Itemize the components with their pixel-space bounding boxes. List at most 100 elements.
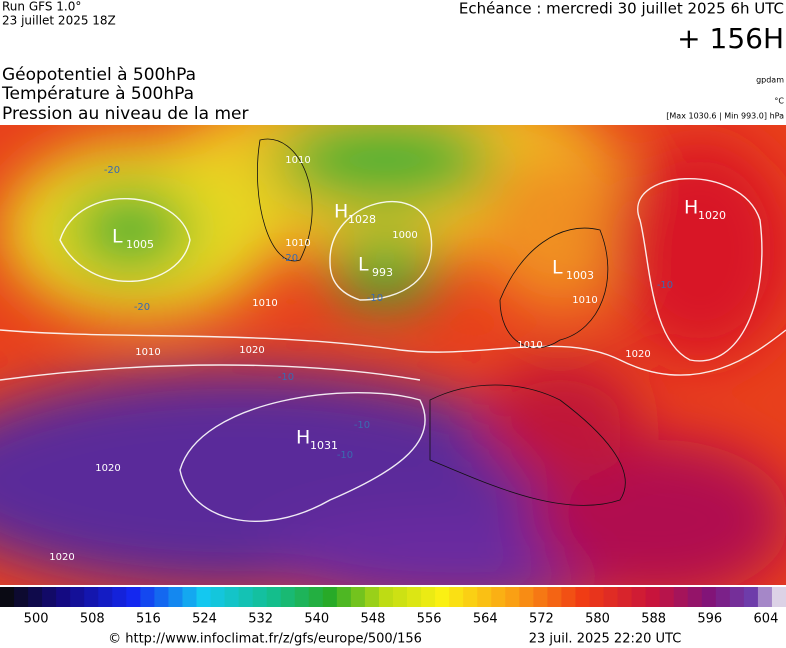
scale-swatch bbox=[350, 587, 366, 607]
scale-swatch bbox=[112, 587, 127, 607]
scale-swatch bbox=[308, 587, 324, 607]
scale-swatch bbox=[56, 587, 71, 607]
scale-swatch bbox=[701, 587, 717, 607]
isobar-label: 1010 bbox=[252, 298, 277, 309]
scale-swatch bbox=[673, 587, 689, 607]
scale-swatch bbox=[322, 587, 338, 607]
footer-source: © http://www.infoclimat.fr/z/gfs/europe/… bbox=[108, 632, 422, 647]
temperature-label: -20 bbox=[134, 302, 150, 313]
scale-swatch bbox=[547, 587, 562, 607]
scale-swatch bbox=[224, 587, 240, 607]
isobar-label: 1020 bbox=[49, 552, 74, 563]
scale-swatch bbox=[519, 587, 534, 607]
isobar-label: 1010 bbox=[572, 295, 597, 306]
scale-swatch bbox=[126, 587, 141, 607]
temperature-label: -10 bbox=[354, 420, 370, 431]
temperature-label: -10 bbox=[278, 372, 294, 383]
pressure-center: H bbox=[684, 197, 698, 219]
pressure-value: 993 bbox=[372, 266, 393, 279]
scale-swatch bbox=[743, 587, 759, 607]
scale-swatch bbox=[238, 587, 254, 607]
pressure-center: L bbox=[112, 226, 123, 248]
scale-label: 548 bbox=[361, 612, 386, 627]
isobar-label: 1010 bbox=[285, 238, 310, 249]
scale-swatch bbox=[435, 587, 450, 607]
scale-label: 532 bbox=[248, 612, 273, 627]
temperature-label: -10 bbox=[367, 293, 383, 304]
pressure-center: L bbox=[552, 257, 563, 279]
layer-label: Température à 500hPa bbox=[1, 84, 194, 104]
scale-label: 508 bbox=[80, 612, 105, 627]
scale-swatch bbox=[491, 587, 506, 607]
isobar-label: 1020 bbox=[95, 463, 120, 474]
scale-swatch bbox=[715, 587, 731, 607]
run-date: 23 juillet 2025 18Z bbox=[2, 14, 116, 28]
temperature-label: -20 bbox=[104, 165, 120, 176]
scale-swatch bbox=[421, 587, 436, 607]
scale-label: 588 bbox=[641, 612, 666, 627]
scale-label: 596 bbox=[697, 612, 722, 627]
scale-swatch bbox=[631, 587, 647, 607]
scale-label: 524 bbox=[192, 612, 217, 627]
scale-swatch bbox=[266, 587, 282, 607]
scale-swatch bbox=[168, 587, 183, 607]
scale-swatch bbox=[42, 587, 57, 607]
pressure-value: 1028 bbox=[348, 213, 376, 226]
scale-swatch bbox=[659, 587, 675, 607]
scale-swatch bbox=[771, 587, 786, 607]
isobar-label: 1010 bbox=[285, 155, 310, 166]
scale-swatch bbox=[757, 587, 773, 607]
scale-swatch bbox=[378, 587, 394, 607]
scale-swatch bbox=[70, 587, 85, 607]
scale-label: 500 bbox=[24, 612, 49, 627]
pressure-center: H bbox=[334, 201, 348, 223]
scale-swatch bbox=[182, 587, 197, 607]
scale-swatch bbox=[407, 587, 422, 607]
scale-swatch bbox=[729, 587, 745, 607]
pressure-center: L bbox=[358, 254, 369, 276]
scale-swatch bbox=[294, 587, 310, 607]
scale-swatch bbox=[575, 587, 590, 607]
scale-swatch bbox=[449, 587, 464, 607]
scale-swatch bbox=[14, 587, 29, 607]
scale-label: 540 bbox=[304, 612, 329, 627]
pressure-value: 1020 bbox=[698, 209, 726, 222]
lead-time: + 156H bbox=[677, 22, 784, 55]
scale-swatch bbox=[687, 587, 703, 607]
scale-swatch bbox=[533, 587, 548, 607]
scale-swatch bbox=[0, 587, 15, 607]
scale-swatch bbox=[140, 587, 155, 607]
color-scale: 500 508 516 524 532 540 548 556 564 572 580 588 596 6… bbox=[0, 587, 786, 627]
scale-label: 556 bbox=[417, 612, 442, 627]
unit-label: [Max 1030.6 | Min 993.0] hPa bbox=[666, 112, 784, 121]
valid-time: Echéance : mercredi 30 juillet 2025 6h U… bbox=[459, 0, 784, 18]
scale-swatch bbox=[336, 587, 352, 607]
isobar-label: 1020 bbox=[239, 345, 264, 356]
footer-date: 23 juil. 2025 22:20 UTC bbox=[529, 632, 682, 647]
scale-swatch bbox=[463, 587, 478, 607]
scale-swatch bbox=[364, 587, 380, 607]
isobar-label: 1000 bbox=[392, 230, 417, 241]
scale-swatch bbox=[393, 587, 408, 607]
scale-swatch bbox=[505, 587, 520, 607]
isobar-label: 1010 bbox=[517, 340, 542, 351]
scale-swatch bbox=[154, 587, 169, 607]
scale-swatch bbox=[589, 587, 605, 607]
scale-swatch bbox=[252, 587, 268, 607]
temperature-label: -20 bbox=[282, 253, 298, 264]
layer-label: Pression au niveau de la mer bbox=[2, 104, 248, 124]
scale-label: 516 bbox=[136, 612, 161, 627]
scale-label: 604 bbox=[754, 612, 779, 627]
isobar-label: 1020 bbox=[625, 349, 650, 360]
pressure-value: 1003 bbox=[566, 269, 594, 282]
layer-label: Géopotentiel à 500hPa bbox=[2, 65, 196, 85]
scale-swatch bbox=[477, 587, 492, 607]
run-label: Run GFS 1.0° bbox=[2, 0, 81, 14]
scale-swatch bbox=[603, 587, 619, 607]
pressure-value: 1005 bbox=[126, 238, 154, 251]
pressure-value: 1031 bbox=[310, 439, 338, 452]
scale-swatch bbox=[645, 587, 661, 607]
isobar-label: 1010 bbox=[135, 347, 160, 358]
scale-label: 564 bbox=[473, 612, 498, 627]
